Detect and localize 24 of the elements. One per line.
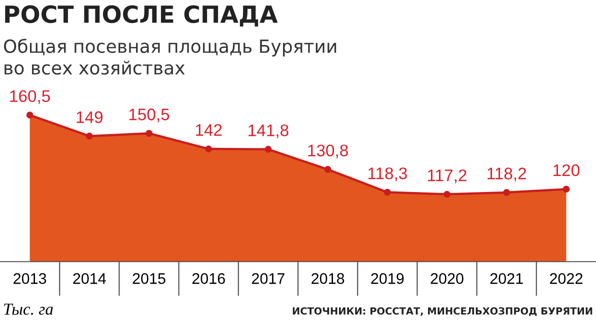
data-label: 117,2	[428, 169, 466, 184]
chart-subtitle: Общая посевная площадь Бурятии во всех хозяйствах	[4, 38, 336, 75]
x-tick-label: 2019	[371, 273, 404, 284]
x-tick-label: 2013	[14, 273, 46, 284]
data-label: 120	[554, 164, 580, 176]
x-tick-label: 2018	[312, 273, 344, 284]
x-tick-label: 2021	[490, 273, 523, 284]
x-tick-label: 2017	[252, 273, 284, 284]
data-label: 141,8	[248, 124, 288, 138]
x-tick-label: 2016	[192, 273, 225, 284]
data-label: 160,5	[10, 90, 50, 104]
data-label: 130,8	[308, 144, 348, 158]
chart-title: РОСТ ПОСЛЕ СПАДА	[5, 5, 278, 26]
x-tick-label: 2020	[430, 273, 464, 284]
data-label: 150,5	[129, 108, 170, 122]
annotation: ИСТОЧНИКИ: РОССТАТ, МИНСЕЛЬХОЗПРОД БУРЯТИИ	[292, 307, 592, 316]
data-label: 149	[76, 111, 103, 124]
x-tick-label: 2015	[132, 273, 166, 284]
data-label: 118,3	[368, 167, 407, 182]
data-label: 118,2	[488, 168, 526, 182]
x-tick-label: 2022	[550, 273, 582, 284]
annotation: Тыс. га	[4, 304, 53, 315]
data-label: 142	[196, 124, 222, 136]
x-tick-label: 2014	[73, 273, 106, 284]
